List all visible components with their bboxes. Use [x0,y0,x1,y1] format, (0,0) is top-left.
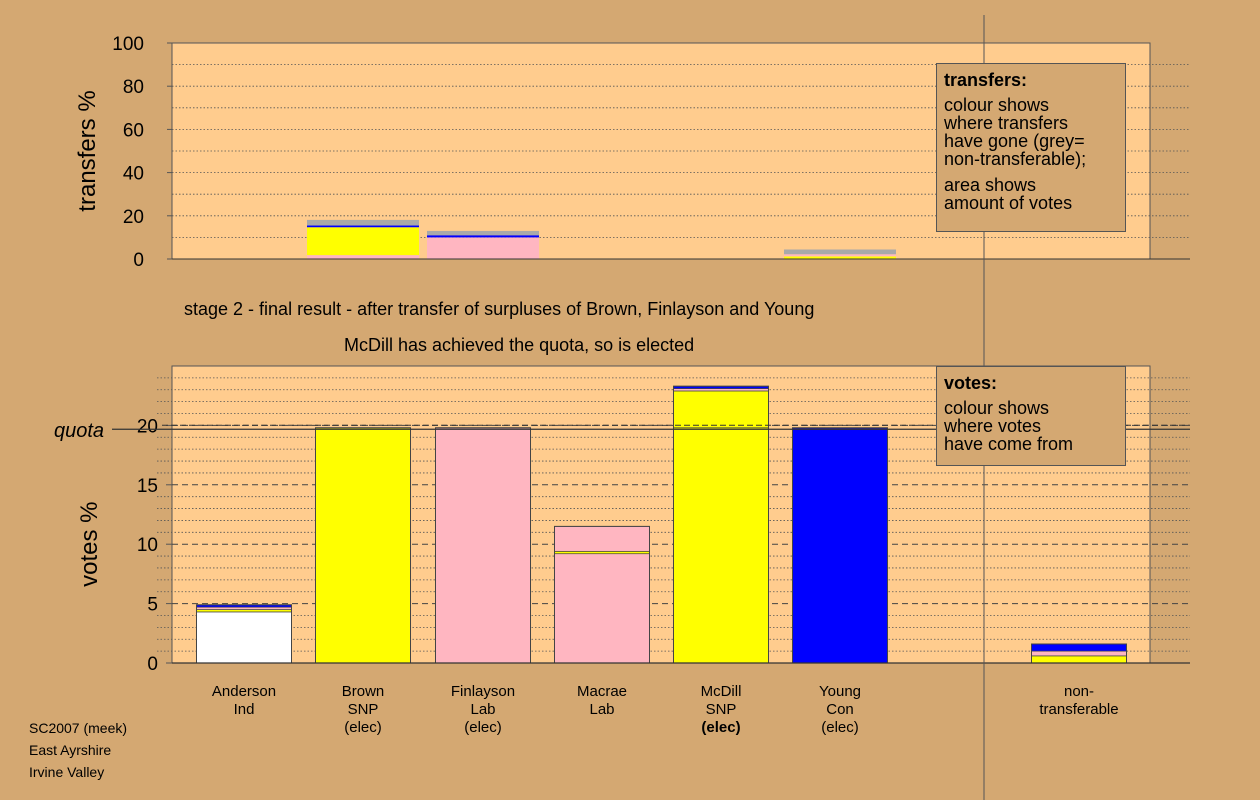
footer-line: SC2007 (meek) [29,720,128,736]
stage-caption: stage 2 - final result - after transfer … [184,299,815,319]
votes-bar-segment [196,606,292,610]
category-label: Finlayson [451,683,515,700]
votes-bar-segment [196,611,292,664]
footer-info: SC2007 (meek) East Ayrshire Irvine Valle… [29,717,127,783]
votes-legend-title: votes: [944,373,998,393]
category-label: Lab [470,701,495,718]
votes-bar-segment [315,427,411,664]
category-label: transferable [1039,701,1118,718]
result-caption: McDill has achieved the quota, so is ele… [344,335,695,355]
transfers-bar-segment [307,219,419,226]
transfers-bar-segment [307,227,419,256]
transfers-tick-label: 0 [133,250,144,271]
quota-label: quota [54,420,104,442]
votes-bar-segment [673,388,769,392]
transfers-tick-label: 100 [112,34,144,55]
votes-bar-segment [1031,643,1127,652]
transfers-bar-segment [427,230,539,236]
category-label: Young [819,683,861,700]
votes-bar-segment [792,427,888,664]
votes-tick-label: 0 [147,654,158,675]
transfers-bar-segment [784,249,896,255]
category-label: (elec) [464,719,502,736]
votes-bar-segment [554,553,650,664]
transfers-tick-label: 60 [123,120,144,141]
transfers-legend-line: where transfers [944,113,1069,133]
category-label: SNP [706,701,737,718]
transfers-bar-segment [427,235,539,238]
transfers-legend: transfers: colour shows where transfers … [936,63,1126,232]
votes-bar-segment [554,526,650,552]
votes-legend-line: where votes [944,416,1042,436]
transfers-legend-line: area shows [944,175,1037,195]
votes-tick-label: 20 [137,416,158,437]
votes-tick-label: 10 [137,535,158,556]
transfers-bar-segment [307,225,419,228]
category-label: (elec) [701,719,740,736]
transfers-legend-line: have gone (grey= [944,131,1085,151]
category-label: Lab [589,701,614,718]
category-label: SNP [348,701,379,718]
votes-tick-label: 5 [147,595,158,616]
votes-bar-segment [435,427,531,664]
category-label: Anderson [212,683,276,700]
category-label: Con [826,701,854,718]
votes-legend-line: have come from [944,434,1074,454]
votes-tick-label: 15 [137,476,158,497]
votes-bar-segment [673,390,769,429]
footer-line: East Ayrshire [29,742,112,758]
category-label: Brown [342,683,385,700]
category-label: Ind [234,701,255,718]
category-label: (elec) [821,719,859,736]
transfers-legend-line: colour shows [944,95,1050,115]
transfers-legend-title: transfers: [944,70,1028,90]
transfers-legend-line: non-transferable); [944,149,1087,169]
votes-bar-segment [1031,650,1127,657]
category-label: McDill [701,683,742,700]
transfers-bar-segment [784,256,896,259]
votes-bar-segment [554,550,650,555]
votes-legend-line: colour shows [944,398,1050,418]
votes-axis-label: votes % [76,502,103,587]
footer-line: Irvine Valley [29,764,105,780]
category-label: Macrae [577,683,627,700]
transfers-legend-line: amount of votes [944,193,1073,213]
transfers-bar-segment [784,254,896,257]
transfers-bar-segment [307,255,419,259]
transfers-axis-label: transfers % [74,90,101,211]
votes-bar-segment [673,427,769,664]
category-label: non- [1064,683,1094,700]
transfers-tick-label: 40 [123,164,144,185]
transfers-tick-label: 80 [123,77,144,98]
votes-bar-segment [196,609,292,613]
votes-bar-segment [1031,655,1127,664]
transfers-tick-label: 20 [123,207,144,228]
category-label: (elec) [344,719,382,736]
transfers-bar-segment [427,237,539,259]
votes-legend: votes: colour shows where votes have com… [936,366,1126,466]
